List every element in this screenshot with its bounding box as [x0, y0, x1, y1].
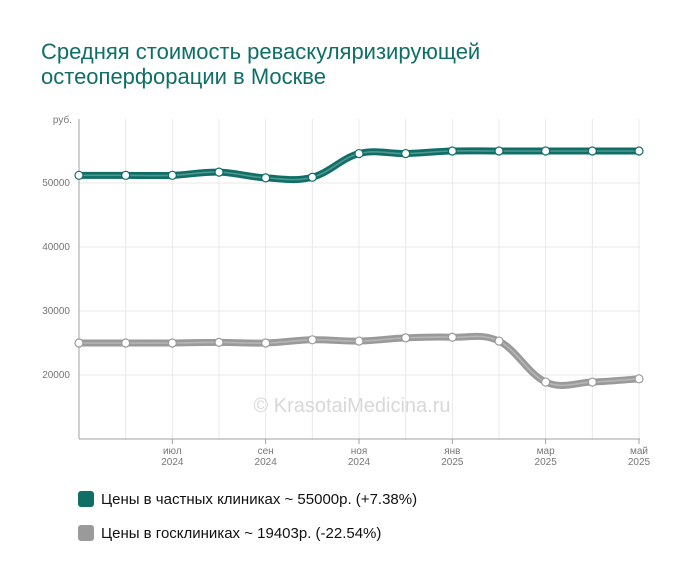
x-tick-year-label: 2024 — [348, 457, 371, 468]
x-tick-month-label: сен — [258, 446, 274, 457]
x-tick-year-label: 2025 — [535, 457, 558, 468]
x-tick-month-label: май — [630, 446, 648, 457]
x-tick-year-label: 2025 — [441, 457, 464, 468]
data-point-private — [121, 170, 131, 180]
legend-item-public[interactable]: Цены в госклиниках ~ 19403р. (-22.54%) — [78, 522, 638, 544]
data-point-private — [401, 148, 411, 159]
data-point-public — [214, 337, 224, 347]
x-tick-year-label: 2024 — [161, 457, 184, 468]
data-point-private — [634, 146, 644, 156]
data-point-public — [354, 336, 364, 346]
y-tick-label: 50000 — [42, 178, 70, 189]
data-point-private — [214, 167, 224, 177]
data-point-public — [634, 374, 644, 384]
data-point-public — [587, 377, 597, 387]
data-point-private — [354, 148, 364, 159]
chart-title: Средняя стоимость реваскуляризирующей ос… — [41, 39, 481, 89]
data-point-private — [167, 170, 177, 180]
y-tick-label: 20000 — [42, 370, 70, 381]
x-tick-year-label: 2024 — [255, 457, 278, 468]
data-point-private — [447, 146, 457, 156]
data-point-public — [541, 377, 551, 387]
data-point-public — [261, 338, 271, 348]
y-tick-label: 30000 — [42, 306, 70, 317]
data-point-private — [494, 146, 504, 156]
y-tick-label: 40000 — [42, 242, 70, 253]
data-point-private — [74, 170, 84, 180]
marker-layer — [74, 146, 644, 387]
data-point-public — [494, 336, 504, 346]
grid-layer — [78, 119, 640, 439]
x-tick-month-label: мар — [537, 446, 555, 457]
data-point-public — [167, 338, 177, 348]
y-axis-unit-label: руб. — [53, 114, 72, 126]
x-tick-year-label: 2025 — [628, 457, 651, 468]
legend-item-private[interactable]: Цены в частных клиниках ~ 55000р. (+7.38… — [78, 488, 638, 510]
legend: Цены в частных клиниках ~ 55000р. (+7.38… — [78, 488, 638, 556]
data-point-public — [121, 338, 131, 348]
x-tick-month-label: ноя — [351, 446, 368, 457]
legend-swatch-public — [78, 525, 94, 541]
x-tick-month-label: янв — [444, 446, 460, 457]
legend-label-private: Цены в частных клиниках ~ 55000р. (+7.38… — [101, 490, 418, 508]
x-tick-month-label: июл — [163, 446, 182, 457]
data-point-public — [401, 333, 411, 343]
data-point-private — [541, 146, 551, 156]
data-point-private — [587, 146, 597, 156]
legend-label-public: Цены в госклиниках ~ 19403р. (-22.54%) — [101, 524, 382, 542]
data-point-public — [307, 335, 317, 345]
legend-swatch-private — [78, 491, 94, 507]
watermark: © KrasotaiMedicina.ru — [253, 395, 450, 417]
data-point-private — [261, 173, 271, 183]
data-point-public — [74, 338, 84, 348]
data-point-private — [307, 172, 317, 182]
data-point-public — [447, 332, 457, 342]
